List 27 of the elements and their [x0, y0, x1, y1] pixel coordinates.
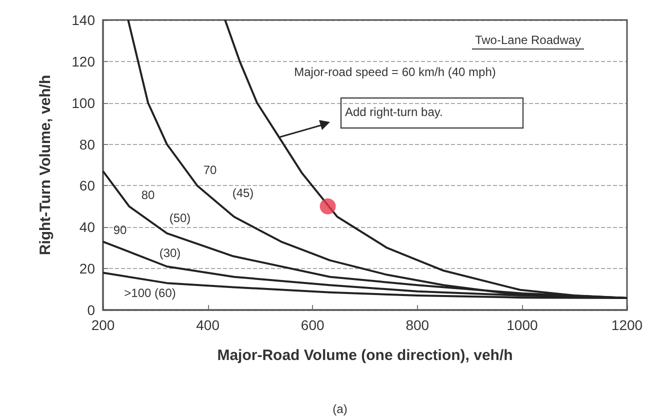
annotation: 90 [113, 223, 127, 237]
y-tick-label: 20 [79, 260, 96, 277]
y-tick-label: 140 [72, 12, 96, 28]
x-tick-label: 1200 [611, 317, 643, 333]
annotation: Add right-turn bay. [345, 105, 443, 119]
y-tick-label: 120 [72, 53, 96, 70]
y-axis-title: Right-Turn Volume, veh/h [37, 74, 54, 256]
annotation: (45) [232, 186, 254, 200]
y-tick-label: 80 [79, 136, 96, 152]
x-axis-title: Major-Road Volume (one direction), veh/h [217, 347, 513, 364]
annotation: Two-Lane Roadway [474, 33, 582, 47]
y-tick-label: 60 [79, 178, 96, 194]
text: (a) [332, 402, 348, 416]
x-tick-label: 1000 [506, 317, 538, 333]
annotation: Major-road speed = 60 km/h (40 mph) [294, 65, 496, 79]
annotation: 80 [141, 188, 155, 202]
x-tick-label: 200 [91, 317, 115, 333]
annotation: 70 [203, 163, 217, 177]
y-tick-label: 0 [87, 302, 96, 318]
annotation: (30) [159, 246, 181, 260]
x-tick-label: 600 [300, 317, 324, 333]
y-tick-label: 100 [72, 94, 96, 111]
y-tick-label: 40 [79, 219, 96, 236]
x-tick-label: 800 [406, 317, 430, 333]
annotation: (50) [169, 211, 191, 225]
annotation: >100 (60) [124, 286, 176, 300]
x-tick-label: 400 [196, 317, 220, 333]
